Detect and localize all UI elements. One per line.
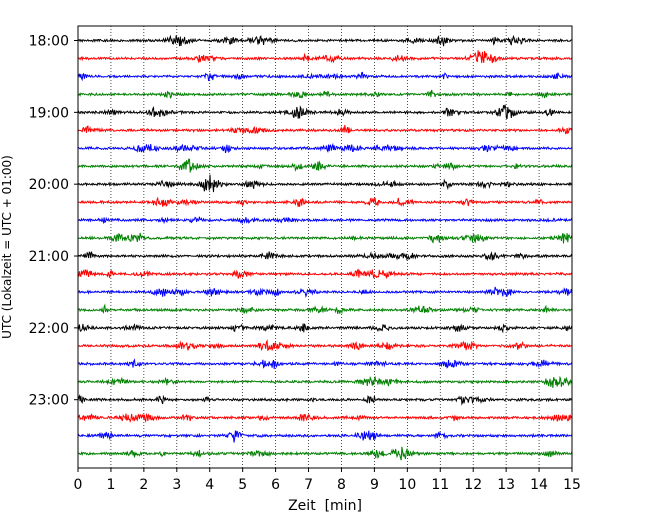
x-tick-label-4: 4 xyxy=(205,477,214,493)
x-tick-label-2: 2 xyxy=(139,477,148,493)
y-tick-label-0: 18:00 xyxy=(29,34,69,50)
x-tick-label-11: 11 xyxy=(431,477,449,493)
x-tick-label-5: 5 xyxy=(238,477,247,493)
seismic-trace-11 xyxy=(77,232,573,244)
seismic-trace-9 xyxy=(77,196,573,207)
plot-frame xyxy=(77,25,573,469)
seismic-trace-2 xyxy=(77,71,573,82)
x-axis-label: Zeit [min] xyxy=(288,498,362,514)
x-tick-label-7: 7 xyxy=(304,477,313,493)
x-tick-label-15: 15 xyxy=(563,477,581,493)
seismic-trace-5 xyxy=(77,124,573,135)
y-axis-label: UTC (Lokalzeit = UTC + 01:00) xyxy=(0,155,14,339)
y-tick-label-3: 21:00 xyxy=(29,249,69,265)
y-tick-label-4: 22:00 xyxy=(29,321,69,337)
seismic-trace-19 xyxy=(77,375,573,388)
x-tick-label-9: 9 xyxy=(370,477,379,493)
seismic-trace-4 xyxy=(77,104,573,120)
seismic-trace-13 xyxy=(78,268,573,280)
y-tick-label-5: 23:00 xyxy=(29,393,69,409)
x-tick-label-8: 8 xyxy=(337,477,346,493)
seismic-trace-20 xyxy=(77,393,573,406)
seismic-trace-10 xyxy=(77,216,573,225)
x-tick-label-14: 14 xyxy=(530,477,548,493)
seismic-trace-14 xyxy=(78,286,573,299)
x-tick-label-3: 3 xyxy=(172,477,181,493)
x-tick-label-13: 13 xyxy=(497,477,515,493)
seismic-trace-21 xyxy=(77,413,573,424)
seismic-trace-23 xyxy=(77,446,573,461)
x-tick-label-0: 0 xyxy=(74,477,83,493)
plot-area-background xyxy=(78,26,572,468)
seismic-trace-8 xyxy=(77,174,573,193)
seismic-traces xyxy=(77,34,573,461)
seismic-trace-7 xyxy=(77,158,573,173)
seismic-trace-3 xyxy=(77,89,573,99)
x-tick-label-6: 6 xyxy=(271,477,280,493)
seismic-trace-22 xyxy=(77,430,573,443)
seismic-trace-6 xyxy=(77,142,573,154)
x-axis-ticks: 0 1 2 3 4 5 6 7 8 9 10 11 12 13 14 15 xyxy=(74,468,581,493)
y-tick-label-2: 20:00 xyxy=(29,177,69,193)
seismic-trace-16 xyxy=(77,323,573,334)
seismic-trace-17 xyxy=(77,338,573,352)
y-axis-ticks: 18:00 19:00 20:00 21:00 22:00 23:00 xyxy=(29,34,78,409)
y-tick-label-1: 19:00 xyxy=(29,105,69,121)
seismic-trace-1 xyxy=(77,50,573,64)
seismic-trace-12 xyxy=(77,250,573,261)
x-tick-label-10: 10 xyxy=(398,477,416,493)
seismic-trace-0 xyxy=(77,34,573,47)
x-tick-label-1: 1 xyxy=(106,477,115,493)
x-tick-label-12: 12 xyxy=(464,477,482,493)
seismic-trace-15 xyxy=(77,303,573,315)
seismic-trace-18 xyxy=(77,358,573,369)
